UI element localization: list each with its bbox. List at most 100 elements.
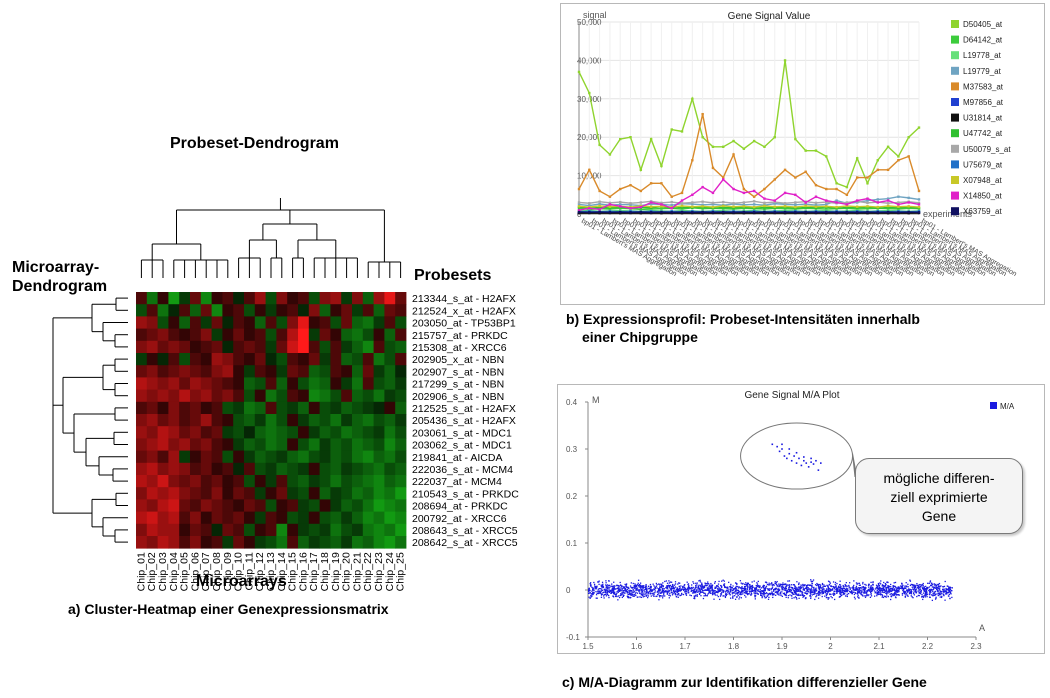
band-point	[844, 585, 846, 588]
band-point	[795, 592, 797, 594]
band-point	[589, 582, 591, 585]
band-point	[684, 588, 687, 590]
band-point	[703, 595, 705, 597]
band-point	[885, 596, 887, 598]
band-point	[895, 587, 898, 589]
heatmap-cell	[157, 462, 169, 476]
band-point	[921, 583, 923, 586]
band-point	[734, 595, 736, 597]
data-point	[742, 147, 746, 150]
band-point	[712, 591, 714, 593]
heatmap-cell	[308, 328, 320, 342]
heatmap-cell	[276, 353, 288, 366]
band-point	[846, 595, 848, 597]
band-point	[718, 587, 720, 589]
band-point	[942, 590, 945, 592]
band-point	[702, 597, 705, 600]
band-point	[589, 597, 591, 599]
band-point	[796, 590, 798, 593]
band-point	[628, 593, 631, 595]
band-point	[884, 584, 887, 587]
heatmap-cell	[298, 304, 310, 317]
band-point	[859, 589, 861, 592]
band-point	[642, 585, 644, 587]
data-point	[897, 201, 900, 204]
band-point	[881, 596, 883, 598]
heatmap-cell	[146, 377, 158, 390]
heatmap-cell	[362, 401, 374, 415]
band-point	[774, 581, 776, 583]
heatmap-cell	[308, 292, 320, 305]
data-point	[752, 205, 756, 209]
heatmap-cell	[341, 511, 353, 525]
band-point	[924, 594, 926, 596]
y-tick-label: -0.1	[566, 633, 580, 642]
data-point	[608, 201, 612, 205]
band-point	[750, 590, 753, 593]
band-point	[603, 588, 605, 590]
heatmap-cell	[244, 511, 256, 525]
band-point	[838, 583, 841, 586]
band-point	[614, 592, 616, 595]
band-point	[743, 592, 745, 594]
band-point	[772, 596, 774, 599]
heatmap-cell	[319, 462, 331, 476]
band-point	[866, 594, 868, 596]
band-point	[678, 582, 680, 584]
column-label: Chip_14	[276, 552, 288, 591]
heatmap-cell	[362, 438, 374, 451]
heatmap-cell	[352, 475, 364, 488]
band-point	[625, 583, 628, 586]
data-point	[763, 207, 766, 211]
band-point	[822, 592, 824, 594]
heatmap-cell	[341, 475, 353, 488]
row-label: 212525_s_at - H2AFX	[412, 403, 516, 415]
band-point	[939, 592, 941, 595]
band-point	[826, 593, 828, 596]
band-point	[699, 585, 702, 587]
band-point	[851, 590, 853, 593]
band-point	[642, 590, 644, 592]
heatmap-cell	[211, 401, 223, 415]
heatmap-cell	[287, 426, 299, 439]
heatmap-cell	[330, 462, 342, 476]
microarray-dendrogram-label-line-2: Dendrogram	[12, 278, 108, 295]
heatmap-cell	[200, 340, 212, 354]
band-point	[742, 589, 744, 592]
band-point	[627, 596, 629, 598]
band-point	[716, 585, 719, 587]
data-point	[773, 199, 776, 202]
band-point	[612, 588, 615, 590]
data-point	[577, 187, 581, 191]
band-point	[705, 589, 707, 591]
band-point	[717, 587, 719, 590]
band-point	[661, 588, 664, 590]
data-point	[701, 200, 704, 203]
data-point	[649, 205, 653, 208]
data-point	[886, 145, 890, 148]
band-point	[858, 590, 861, 593]
band-point	[737, 593, 739, 595]
band-point	[708, 588, 710, 590]
band-point	[919, 583, 921, 586]
heatmap-cell	[362, 328, 374, 342]
band-point	[904, 587, 906, 589]
band-point	[659, 596, 661, 598]
heatmap-cell	[211, 511, 223, 525]
band-point	[776, 580, 778, 583]
band-point	[600, 593, 603, 595]
heatmap-cell	[276, 450, 288, 464]
heatmap-cell	[276, 316, 288, 329]
band-point	[702, 585, 704, 588]
band-point	[827, 589, 830, 592]
band-point	[683, 584, 685, 586]
band-point	[658, 590, 660, 592]
band-point	[911, 583, 913, 586]
column-label: Chip_23	[373, 552, 385, 591]
band-point	[589, 582, 592, 584]
band-point	[754, 588, 757, 590]
heatmap-cell	[136, 401, 148, 415]
band-point	[821, 590, 824, 592]
data-point	[722, 206, 725, 209]
data-point	[804, 149, 807, 152]
